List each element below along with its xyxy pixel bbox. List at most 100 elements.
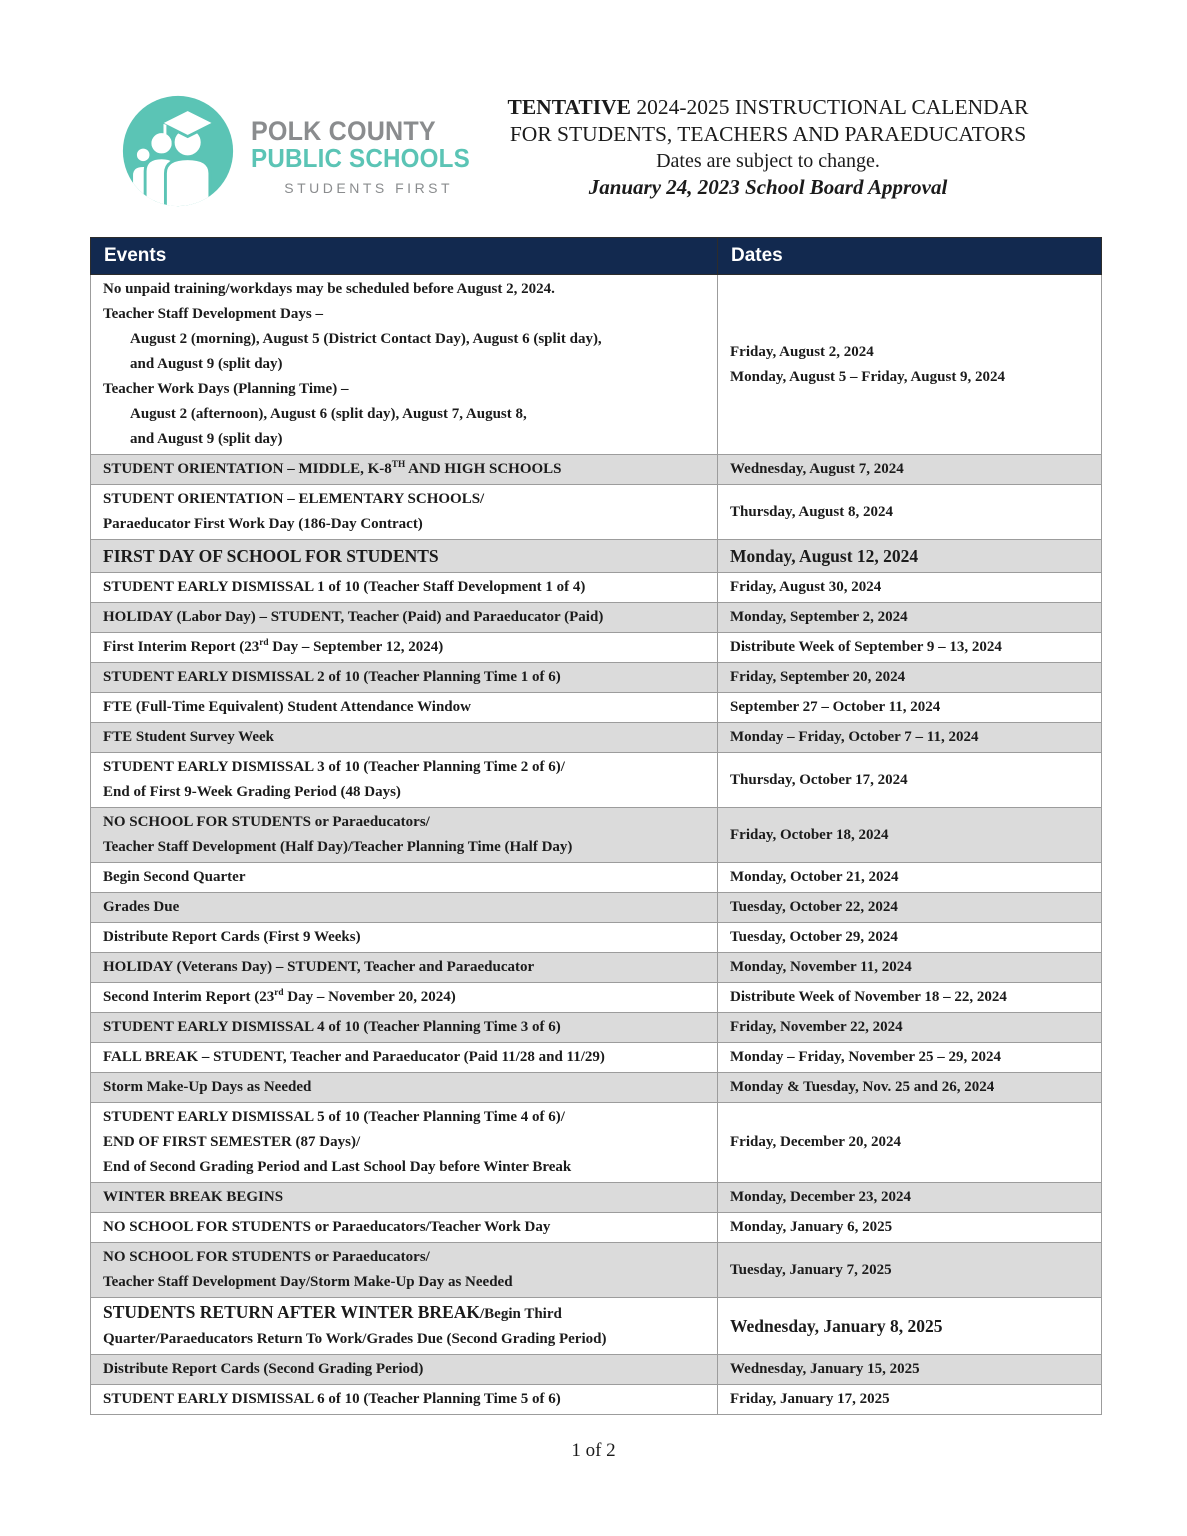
event-cell: Begin Second Quarter	[90, 862, 718, 893]
date-cell: Monday, January 6, 2025	[717, 1212, 1102, 1243]
event-cell: Storm Make-Up Days as Needed	[90, 1072, 718, 1103]
event-text: STUDENT EARLY DISMISSAL 2 of 10 (Teacher…	[103, 669, 561, 685]
event-cell: STUDENT EARLY DISMISSAL 6 of 10 (Teacher…	[90, 1384, 718, 1415]
table-row: Grades Due Tuesday, October 22, 2024	[90, 892, 1102, 923]
event-cell: Second Interim Report (23rd Day – Novemb…	[90, 982, 718, 1013]
approval-line: January 24, 2023 School Board Approval	[588, 175, 948, 199]
event-text: Distribute Report Cards (First 9 Weeks)	[103, 929, 361, 945]
event-cell: STUDENTS RETURN AFTER WINTER BREAK/Begin…	[90, 1297, 718, 1355]
event-text: Quarter/Paraeducators Return To Work/Gra…	[103, 1331, 607, 1347]
table-row: FTE (Full-Time Equivalent) Student Atten…	[90, 692, 1102, 723]
event-cell: HOLIDAY (Veterans Day) – STUDENT, Teache…	[90, 952, 718, 983]
page-number: 1 of 2	[571, 1440, 616, 1461]
event-text: AND HIGH SCHOOLS	[405, 461, 562, 477]
date-line: Monday, August 12, 2024	[730, 545, 919, 566]
event-text: Grades Due	[103, 899, 180, 915]
event-cell: FTE (Full-Time Equivalent) Student Atten…	[90, 692, 718, 723]
event-line: Paraeducator First Work Day (186-Day Con…	[103, 513, 705, 536]
table-row: Begin Second Quarter Monday, October 21, …	[90, 862, 1102, 893]
event-cell: FTE Student Survey Week	[90, 722, 718, 753]
event-cell: WINTER BREAK BEGINS	[90, 1182, 718, 1213]
date-cell: Friday, August 30, 2024	[717, 572, 1102, 603]
date-cell: Monday – Friday, October 7 – 11, 2024	[717, 722, 1102, 753]
event-text: STUDENT EARLY DISMISSAL 1 of 10 (Teacher…	[103, 579, 586, 595]
table-row: STUDENT EARLY DISMISSAL 1 of 10 (Teacher…	[90, 572, 1102, 603]
table-row: Storm Make-Up Days as Needed Monday & Tue…	[90, 1072, 1102, 1103]
event-line: Distribute Report Cards (First 9 Weeks)	[103, 926, 705, 949]
event-line: STUDENT EARLY DISMISSAL 3 of 10 (Teacher…	[103, 756, 705, 779]
event-text: STUDENT ORIENTATION – ELEMENTARY SCHOOLS…	[103, 491, 485, 507]
event-line: NO SCHOOL FOR STUDENTS or Paraeducators/	[103, 811, 705, 834]
date-cell: Friday, September 20, 2024	[717, 662, 1102, 693]
date-line: Wednesday, January 8, 2025	[730, 1315, 943, 1336]
date-cell: Monday, October 21, 2024	[717, 862, 1102, 893]
event-text: First Interim Report (23	[103, 639, 260, 655]
event-text: End of First 9-Week Grading Period (48 D…	[103, 784, 401, 800]
event-line: FALL BREAK – STUDENT, Teacher and Paraed…	[103, 1046, 705, 1069]
event-text: Day – September 12, 2024)	[268, 639, 444, 655]
date-line: Distribute Week of September 9 – 13, 202…	[730, 639, 1002, 655]
event-line: End of Second Grading Period and Last Sc…	[103, 1156, 705, 1179]
date-line: Monday, January 6, 2025	[730, 1219, 893, 1235]
table-row: Second Interim Report (23rd Day – Novemb…	[90, 982, 1102, 1013]
date-line: Monday – Friday, October 7 – 11, 2024	[730, 729, 979, 745]
event-line: STUDENT EARLY DISMISSAL 6 of 10 (Teacher…	[103, 1388, 705, 1411]
event-text: rd	[274, 988, 284, 998]
logo-line1: POLK COUNTY	[251, 116, 436, 146]
table-row: Distribute Report Cards (Second Grading …	[90, 1354, 1102, 1385]
event-line: Teacher Staff Development Days –	[103, 303, 705, 326]
date-cell: Friday, December 20, 2024	[717, 1102, 1102, 1183]
date-line: Monday, November 11, 2024	[730, 959, 912, 975]
event-line: First Interim Report (23rd Day – Septemb…	[103, 636, 705, 659]
date-line: Monday, August 5 – Friday, August 9, 202…	[730, 368, 1006, 385]
event-text: TH	[391, 460, 406, 470]
date-line: Monday – Friday, November 25 – 29, 2024	[730, 1049, 1001, 1065]
event-text: Teacher Staff Development Days –	[103, 306, 323, 322]
date-cell: Friday, August 2, 2024 Monday, August 5 –…	[717, 274, 1102, 455]
date-cell: Tuesday, January 7, 2025	[717, 1242, 1102, 1298]
calendar-table-body: No unpaid training/workdays may be sched…	[90, 274, 1102, 1415]
event-line: End of First 9-Week Grading Period (48 D…	[103, 781, 705, 804]
event-line: HOLIDAY (Veterans Day) – STUDENT, Teache…	[103, 956, 705, 979]
event-text: STUDENT EARLY DISMISSAL 3 of 10 (Teacher…	[103, 759, 565, 775]
event-text: Second Interim Report (23	[103, 989, 275, 1005]
event-line: Grades Due	[103, 896, 705, 919]
table-row: STUDENT EARLY DISMISSAL 3 of 10 (Teacher…	[90, 752, 1102, 808]
table-row: NO SCHOOL FOR STUDENTS or Paraeducators/…	[90, 1212, 1102, 1243]
event-text: and August 9 (split day)	[130, 356, 283, 372]
event-cell: STUDENT EARLY DISMISSAL 5 of 10 (Teacher…	[90, 1102, 718, 1183]
event-text: Teacher Work Days (Planning Time) –	[103, 381, 349, 397]
table-row: FIRST DAY OF SCHOOL FOR STUDENTS Monday, …	[90, 539, 1102, 573]
event-line: and August 9 (split day)	[103, 428, 705, 451]
event-text: August 2 (morning), August 5 (District C…	[130, 331, 602, 347]
event-cell: STUDENT EARLY DISMISSAL 3 of 10 (Teacher…	[90, 752, 718, 808]
table-row: Distribute Report Cards (First 9 Weeks) T…	[90, 922, 1102, 953]
event-cell: FALL BREAK – STUDENT, Teacher and Paraed…	[90, 1042, 718, 1073]
event-line: END OF FIRST SEMESTER (87 Days)/	[103, 1131, 705, 1154]
date-cell: Thursday, August 8, 2024	[717, 484, 1102, 540]
school-logo-icon	[122, 95, 234, 207]
event-text: /Begin Third	[480, 1306, 562, 1322]
date-cell: Distribute Week of November 18 – 22, 202…	[717, 982, 1102, 1013]
event-line: STUDENT ORIENTATION – ELEMENTARY SCHOOLS…	[103, 488, 705, 511]
date-cell: Friday, November 22, 2024	[717, 1012, 1102, 1043]
event-cell: No unpaid training/workdays may be sched…	[90, 274, 718, 455]
event-text: END OF FIRST SEMESTER (87 Days)/	[103, 1134, 361, 1150]
date-cell: Monday – Friday, November 25 – 29, 2024	[717, 1042, 1102, 1073]
document-title-block: TENTATIVE 2024-2025 INSTRUCTIONAL CALEND…	[468, 94, 1068, 201]
event-text: Day – November 20, 2024)	[283, 989, 456, 1005]
event-text: Storm Make-Up Days as Needed	[103, 1079, 312, 1095]
date-line: Tuesday, October 29, 2024	[730, 929, 898, 945]
calendar-table: Events Dates No unpaid training/workdays…	[90, 237, 1102, 1415]
event-line: NO SCHOOL FOR STUDENTS or Paraeducators/	[103, 1246, 705, 1269]
date-line: Monday, September 2, 2024	[730, 609, 908, 625]
logo-tagline: STUDENTS FIRST	[284, 180, 454, 196]
event-cell: NO SCHOOL FOR STUDENTS or Paraeducators/…	[90, 1242, 718, 1298]
table-row: STUDENT EARLY DISMISSAL 6 of 10 (Teacher…	[90, 1384, 1102, 1415]
title-tentative: TENTATIVE	[507, 95, 631, 119]
date-line: Friday, January 17, 2025	[730, 1391, 890, 1407]
table-row: First Interim Report (23rd Day – Septemb…	[90, 632, 1102, 663]
event-text: HOLIDAY (Veterans Day) – STUDENT, Teache…	[103, 959, 535, 975]
event-cell: Grades Due	[90, 892, 718, 923]
table-row: NO SCHOOL FOR STUDENTS or Paraeducators/…	[90, 807, 1102, 863]
